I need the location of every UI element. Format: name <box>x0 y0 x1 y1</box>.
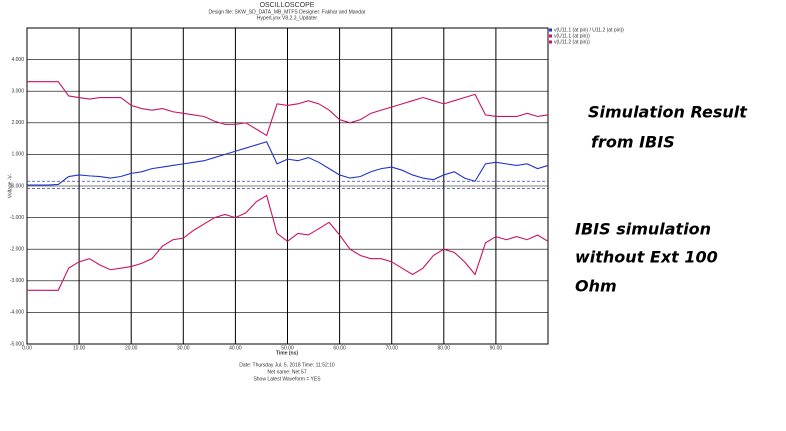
subtitle: Design file: SKW_SD_DATA_MB_MTFS Designe… <box>208 9 365 15</box>
footer: Date: Thursday Jul. 5, 2018 Time: 11:52:… <box>239 362 335 368</box>
x-tick-label: 60.00 <box>333 345 346 351</box>
y-tick-label: 1.000 <box>11 152 24 158</box>
x-tick-label: 40.00 <box>229 345 242 351</box>
annotation: Simulation Result <box>588 103 748 122</box>
chart-title: OSCILLOSCOPE <box>260 2 315 9</box>
annotation: Ohm <box>575 277 617 296</box>
series-line <box>27 81 549 137</box>
annotation: from IBIS <box>591 133 675 152</box>
y-tick-label: 0.000 <box>11 183 24 189</box>
y-tick-label: 4.000 <box>11 57 24 63</box>
legend-label: v(U11.1 (at pin)) <box>554 33 590 39</box>
y-tick-label: -1.000 <box>10 215 24 221</box>
y-tick-label: -4.000 <box>10 310 24 316</box>
legend-swatch <box>549 40 552 44</box>
footer: Show Latest Waveform = YES <box>253 376 321 382</box>
x-tick-label: 0.00 <box>22 345 32 351</box>
y-tick-label: -5.000 <box>10 341 24 347</box>
footer: Net name: Net 57 <box>267 369 306 375</box>
legend-label: v(U11.2 (at pin)) <box>554 39 590 45</box>
x-tick-label: 70.00 <box>385 345 398 351</box>
x-axis-label: Time (ns) <box>276 350 298 356</box>
x-tick-label: 30.00 <box>177 345 190 351</box>
x-tick-label: 50.00 <box>281 345 294 351</box>
series-line <box>27 194 549 291</box>
y-tick-label: 3.000 <box>11 89 24 95</box>
legend-swatch <box>549 34 552 38</box>
subtitle: HyperLynx V8.2.3_Updater <box>257 15 317 21</box>
y-tick-label: -3.000 <box>10 278 24 284</box>
annotation: without Ext 100 <box>575 248 718 267</box>
y-tick-label: 2.000 <box>11 120 24 126</box>
x-tick-label: 80.00 <box>438 345 451 351</box>
y-axis-label: Voltage -V- <box>7 173 13 198</box>
series-line <box>27 141 549 186</box>
y-tick-label: -2.000 <box>10 247 24 253</box>
legend-swatch <box>549 28 552 32</box>
legend-label: v(U11.1 (at pin) / U11.2 (at pin)) <box>554 27 624 33</box>
annotation: IBIS simulation <box>575 220 711 239</box>
x-tick-label: 10.00 <box>73 345 86 351</box>
x-tick-label: 20.00 <box>125 345 138 351</box>
x-tick-label: 90.00 <box>490 345 503 351</box>
